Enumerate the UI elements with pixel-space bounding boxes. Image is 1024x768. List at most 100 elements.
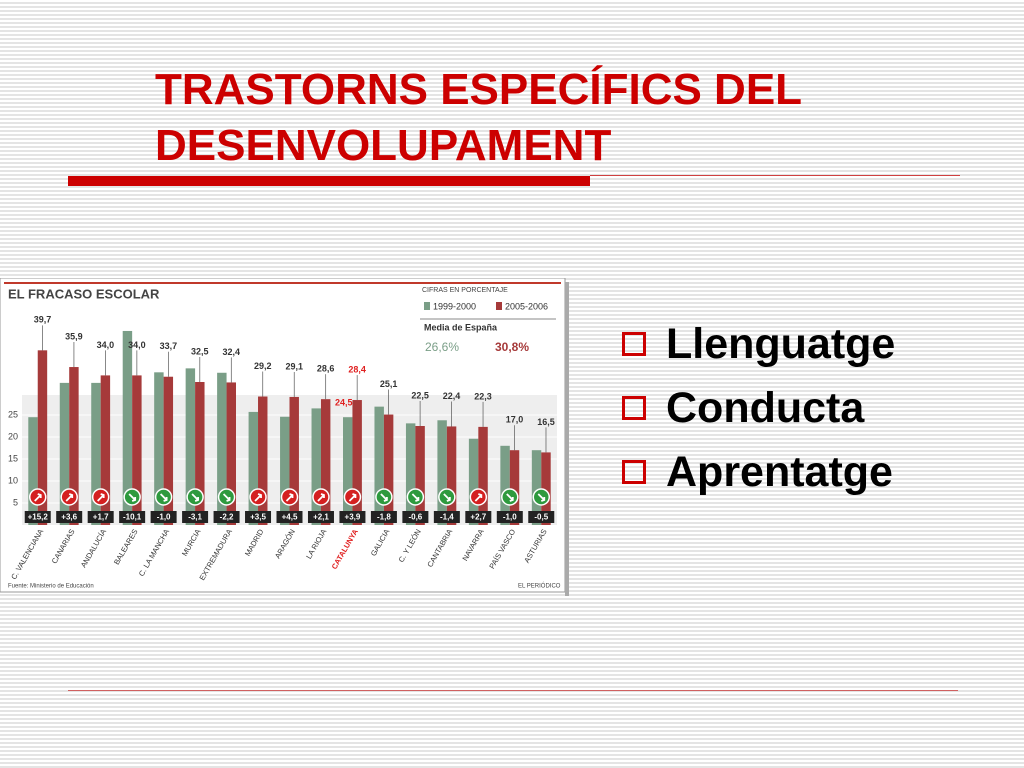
bar xyxy=(258,396,268,525)
change-label: -10,1 xyxy=(123,513,142,522)
change-box xyxy=(307,511,334,523)
change-label: -1,4 xyxy=(440,513,454,522)
change-box xyxy=(496,511,523,523)
legend-label: 2005-2006 xyxy=(505,301,548,311)
legend-swatch xyxy=(424,302,430,310)
change-label: -2,2 xyxy=(220,513,234,522)
change-label: -0,5 xyxy=(534,513,548,522)
credit: EL PERIÓDICO xyxy=(518,583,561,590)
change-box xyxy=(528,511,555,523)
change-arrow xyxy=(222,493,231,502)
change-box xyxy=(119,511,146,523)
bar xyxy=(478,426,488,525)
bar xyxy=(352,400,362,525)
value-label: 25,1 xyxy=(380,379,398,389)
value-label: 29,2 xyxy=(254,361,272,371)
change-arrow xyxy=(97,493,105,502)
bar xyxy=(195,382,205,525)
bar xyxy=(37,350,48,525)
change-label: -1,0 xyxy=(503,513,517,522)
change-arrow xyxy=(254,493,262,502)
bar xyxy=(374,406,384,525)
change-label: +4,5 xyxy=(282,513,298,522)
bar xyxy=(531,450,542,525)
y-tick-label: 10 xyxy=(8,475,18,485)
change-arrow xyxy=(285,493,294,502)
title-line: TRASTORNS ESPECÍFICS DEL xyxy=(155,65,803,114)
value-label: 33,7 xyxy=(160,341,178,351)
bar xyxy=(500,445,510,525)
change-box xyxy=(87,511,114,523)
change-arrow xyxy=(380,493,388,502)
change-label: -0,6 xyxy=(408,513,422,522)
change-arrow xyxy=(128,493,137,502)
bar xyxy=(468,438,479,525)
change-box xyxy=(182,511,209,523)
change-box xyxy=(402,511,429,523)
change-label: +15,2 xyxy=(28,513,49,522)
y-tick-label: 20 xyxy=(8,431,18,441)
chart: EL FRACASO ESCOLAR CIFRAS EN PORCENTAJE … xyxy=(0,278,569,596)
bar xyxy=(132,375,142,525)
bullet-text: Conducta xyxy=(666,384,865,432)
bar xyxy=(541,452,551,525)
bar xyxy=(122,330,133,525)
change-arrow xyxy=(65,493,74,502)
change-arrow xyxy=(506,493,514,502)
title-rule-thin xyxy=(590,175,960,176)
change-box xyxy=(150,511,177,523)
bar xyxy=(69,367,79,525)
average-value: 26,6% xyxy=(425,340,459,354)
average-value: 30,8% xyxy=(495,340,529,354)
bar xyxy=(163,376,174,525)
change-box xyxy=(370,511,397,523)
chart-shadow xyxy=(565,282,569,596)
bar xyxy=(320,399,331,525)
value-label: 32,4 xyxy=(223,347,241,357)
bullet: Aprentatge xyxy=(622,440,895,504)
value-label: 28,4 xyxy=(348,364,366,374)
y-tick-label: 25 xyxy=(8,409,18,419)
value-label: 22,3 xyxy=(474,391,492,401)
change-box xyxy=(276,511,303,523)
bar xyxy=(383,414,394,525)
bar xyxy=(289,396,299,525)
value-label: 16,5 xyxy=(537,417,555,427)
value-label: 35,9 xyxy=(65,331,83,341)
change-arrow xyxy=(411,493,420,502)
bullet: Llenguatge xyxy=(622,312,895,376)
bullet-list: Llenguatge Conducta Aprentatge xyxy=(622,312,895,504)
bullet: Conducta xyxy=(622,376,895,440)
bar xyxy=(91,382,101,525)
footer-rule xyxy=(68,690,958,691)
change-box xyxy=(433,511,460,523)
title-rule xyxy=(68,176,590,186)
change-arrow xyxy=(159,493,168,502)
change-box xyxy=(465,511,492,523)
change-arrow xyxy=(34,493,42,502)
bar xyxy=(311,408,321,525)
value-label: 29,1 xyxy=(285,361,303,371)
legend-label: 1999-2000 xyxy=(433,301,476,311)
change-label: -1,0 xyxy=(157,513,171,522)
bullet-text: Llenguatge xyxy=(666,320,896,368)
change-box xyxy=(339,511,366,523)
chart-top-rule xyxy=(4,282,561,284)
bar xyxy=(100,375,111,525)
value-label: 24,5 xyxy=(335,398,353,408)
change-arrow xyxy=(474,493,483,502)
bar xyxy=(415,426,425,525)
bar xyxy=(280,416,290,525)
source: Fuente: Ministerio de Educación xyxy=(8,584,94,590)
value-label: 28,6 xyxy=(317,364,335,374)
bar xyxy=(59,382,70,525)
value-label: 39,7 xyxy=(34,315,52,325)
change-label: +3,5 xyxy=(250,513,266,522)
legend-swatch xyxy=(496,302,502,310)
change-label: +1,7 xyxy=(93,513,109,522)
bar xyxy=(154,372,164,525)
change-label: +2,7 xyxy=(470,513,486,522)
chart-title: EL FRACASO ESCOLAR xyxy=(8,286,160,301)
bar xyxy=(343,417,353,525)
